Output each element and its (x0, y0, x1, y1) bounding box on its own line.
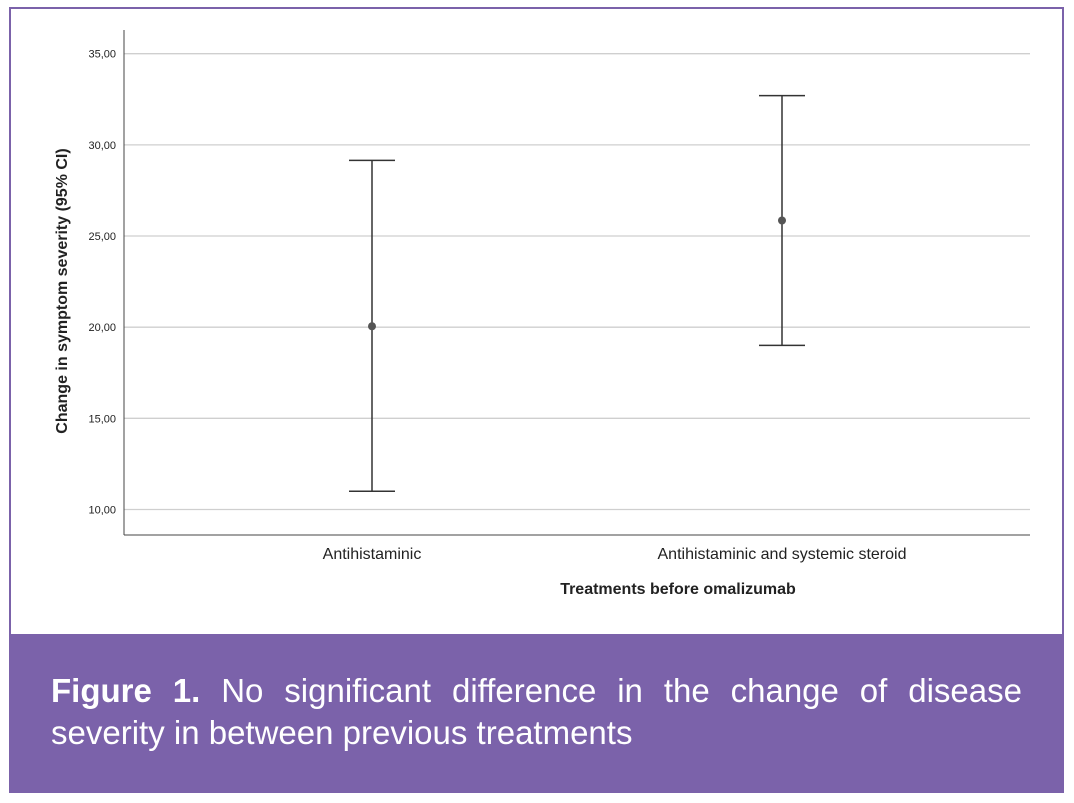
caption-text: No significant difference in the change … (51, 672, 1022, 751)
y-tick-label: 10,00 (88, 504, 116, 516)
chart: Treatments before omalizumab Change in s… (54, 30, 1030, 598)
y-tick-label: 30,00 (88, 140, 116, 152)
y-axis-title: Change in symptom severity (95% CI) (54, 148, 71, 433)
x-tick-label: Antihistaminic (323, 546, 422, 563)
caption: Figure 1. No significant difference in t… (11, 634, 1062, 791)
figure-frame: Treatments before omalizumab Change in s… (9, 7, 1064, 793)
mean-point (368, 322, 376, 331)
caption-label: Figure 1. (51, 672, 201, 709)
y-tick-label: 20,00 (88, 322, 116, 334)
y-tick-label: 35,00 (88, 49, 116, 61)
y-tick-label: 25,00 (88, 231, 116, 243)
mean-point (778, 216, 786, 225)
y-tick-label: 15,00 (88, 413, 116, 425)
x-tick-label: Antihistaminic and systemic steroid (658, 546, 907, 563)
x-axis-title: Treatments before omalizumab (560, 581, 796, 598)
